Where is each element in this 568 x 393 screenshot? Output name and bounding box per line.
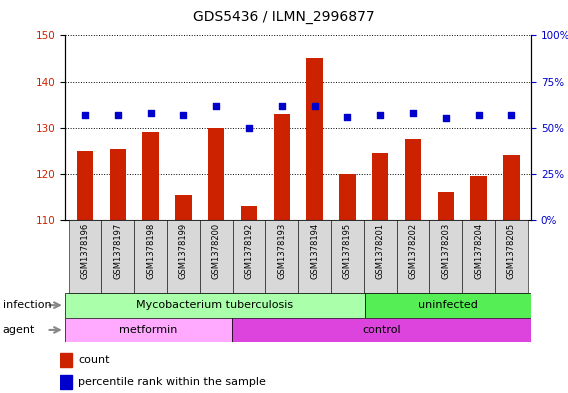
FancyBboxPatch shape	[134, 220, 167, 293]
Point	[375, 112, 385, 118]
Text: GSM1378196: GSM1378196	[81, 223, 90, 279]
Bar	[60, 375, 73, 389]
Text: GSM1378204: GSM1378204	[474, 223, 483, 279]
FancyBboxPatch shape	[167, 220, 200, 293]
Bar	[339, 174, 356, 220]
Bar	[208, 128, 224, 220]
Bar	[175, 195, 191, 220]
Bar	[437, 193, 454, 220]
Bar	[365, 293, 531, 318]
Text: GSM1378193: GSM1378193	[277, 223, 286, 279]
Text: percentile rank within the sample: percentile rank within the sample	[78, 377, 266, 387]
Text: GSM1378194: GSM1378194	[310, 223, 319, 279]
Bar	[274, 114, 290, 220]
Bar	[143, 132, 159, 220]
FancyBboxPatch shape	[298, 220, 331, 293]
Text: GSM1378197: GSM1378197	[113, 223, 122, 279]
Point	[408, 110, 417, 116]
Text: GDS5436 / ILMN_2996877: GDS5436 / ILMN_2996877	[193, 10, 375, 24]
Text: GSM1378203: GSM1378203	[441, 223, 450, 279]
FancyBboxPatch shape	[462, 220, 495, 293]
Bar	[241, 206, 257, 220]
FancyBboxPatch shape	[233, 220, 265, 293]
Text: GSM1378195: GSM1378195	[343, 223, 352, 279]
Text: GSM1378192: GSM1378192	[244, 223, 253, 279]
FancyBboxPatch shape	[331, 220, 364, 293]
Bar	[77, 151, 93, 220]
Point	[81, 112, 90, 118]
Point	[441, 116, 450, 122]
Text: GSM1378200: GSM1378200	[212, 223, 221, 279]
Text: GSM1378198: GSM1378198	[146, 223, 155, 279]
FancyBboxPatch shape	[200, 220, 233, 293]
Point	[277, 103, 286, 109]
Point	[179, 112, 188, 118]
Text: control: control	[362, 325, 400, 335]
Text: Mycobacterium tuberculosis: Mycobacterium tuberculosis	[136, 300, 294, 310]
Bar	[232, 318, 531, 342]
FancyBboxPatch shape	[429, 220, 462, 293]
Point	[212, 103, 221, 109]
Point	[507, 112, 516, 118]
Point	[244, 125, 253, 131]
Text: metformin: metformin	[119, 325, 178, 335]
FancyBboxPatch shape	[495, 220, 528, 293]
FancyBboxPatch shape	[69, 220, 102, 293]
Text: count: count	[78, 355, 110, 365]
Text: GSM1378205: GSM1378205	[507, 223, 516, 279]
FancyBboxPatch shape	[102, 220, 134, 293]
Bar	[65, 293, 365, 318]
Point	[113, 112, 122, 118]
Point	[146, 110, 155, 116]
Point	[343, 114, 352, 120]
FancyBboxPatch shape	[364, 220, 396, 293]
Text: GSM1378202: GSM1378202	[408, 223, 417, 279]
Text: uninfected: uninfected	[418, 300, 478, 310]
Point	[310, 103, 319, 109]
Bar	[110, 149, 126, 220]
Text: GSM1378199: GSM1378199	[179, 223, 188, 279]
Bar	[405, 139, 421, 220]
Text: GSM1378201: GSM1378201	[375, 223, 385, 279]
Bar	[65, 318, 232, 342]
Bar	[306, 59, 323, 220]
Bar	[372, 153, 389, 220]
FancyBboxPatch shape	[265, 220, 298, 293]
Bar	[503, 156, 520, 220]
Text: infection: infection	[3, 300, 52, 310]
Bar	[60, 353, 73, 367]
FancyBboxPatch shape	[396, 220, 429, 293]
Text: agent: agent	[3, 325, 35, 335]
Bar	[470, 176, 487, 220]
Point	[474, 112, 483, 118]
